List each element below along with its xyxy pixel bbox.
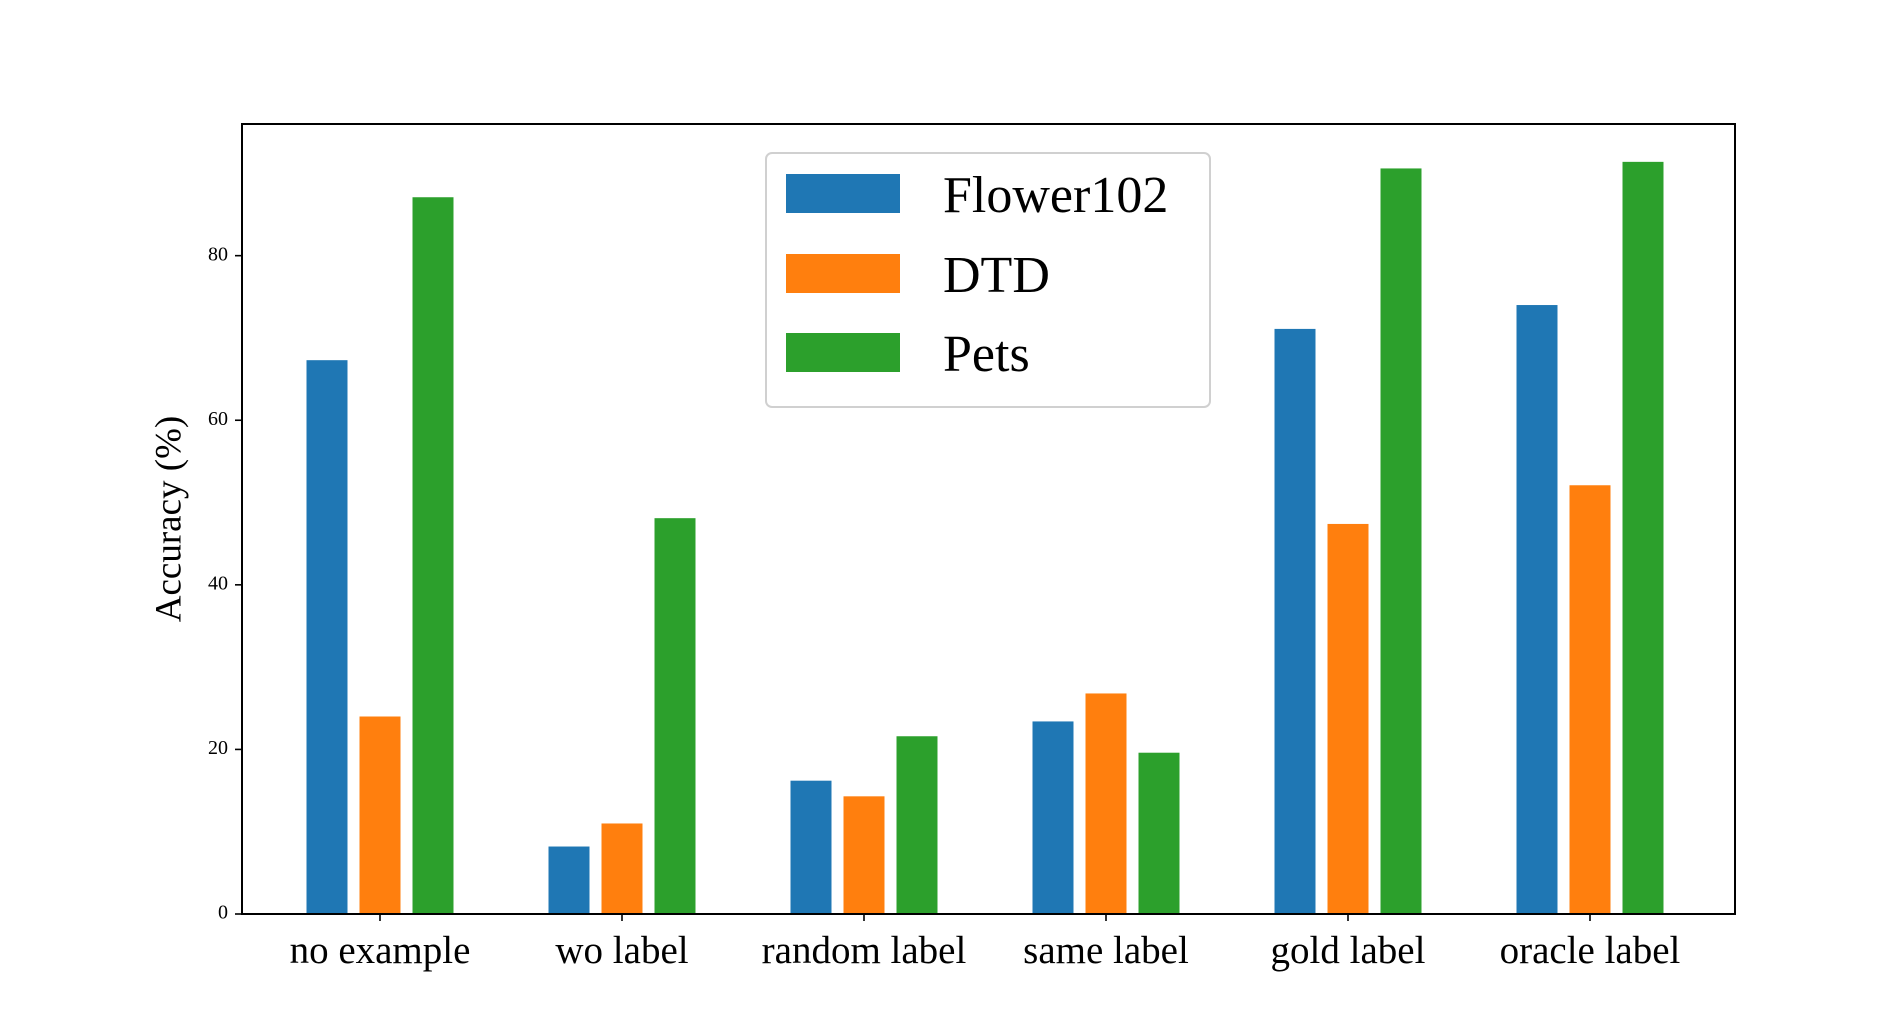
bar-dtd-random-label	[843, 796, 885, 914]
bar-flower102-no-example	[306, 360, 348, 914]
bar-flower102-wo-label	[548, 846, 590, 914]
bar-dtd-no-example	[359, 716, 401, 914]
legend: Flower102 DTD Pets	[765, 152, 1211, 408]
legend-swatch-dtd	[786, 254, 900, 293]
y-tick-label: 80	[208, 243, 228, 265]
bar-flower102-random-label	[790, 780, 832, 914]
bar-pets-wo-label	[654, 518, 696, 914]
bar-flower102-same-label	[1032, 721, 1074, 914]
legend-swatch-flower102	[786, 174, 900, 213]
bar-dtd-same-label	[1085, 693, 1127, 914]
bar-flower102-gold-label	[1274, 328, 1316, 914]
bar-pets-same-label	[1138, 752, 1180, 914]
plot-frame	[241, 123, 1736, 915]
bar-dtd-gold-label	[1327, 523, 1369, 914]
bar-dtd-wo-label	[601, 823, 643, 914]
bar-pets-random-label	[896, 736, 938, 914]
bar-flower102-oracle-label	[1516, 305, 1558, 915]
legend-label-pets: Pets	[943, 326, 1030, 383]
y-tick-label: 20	[208, 737, 228, 759]
bars-layer	[306, 161, 1664, 915]
y-axis: 0 20 40 60 80	[208, 243, 242, 924]
x-axis: no example wo label random label same label…	[290, 914, 1681, 972]
legend-swatch-pets	[786, 333, 900, 372]
bar-pets-oracle-label	[1622, 161, 1664, 914]
x-tick-label-random-label: random label	[762, 929, 967, 972]
bar-pets-gold-label	[1380, 168, 1422, 914]
x-tick-label-gold-label: gold label	[1271, 929, 1426, 972]
bar-dtd-oracle-label	[1569, 485, 1611, 914]
y-axis-label: Accuracy (%)	[148, 416, 189, 622]
x-tick-label-same-label: same label	[1023, 929, 1189, 972]
x-tick-label-wo-label: wo label	[555, 929, 688, 972]
y-tick-label: 40	[208, 572, 228, 594]
y-tick-label: 60	[208, 408, 228, 430]
legend-label-flower102: Flower102	[943, 167, 1168, 224]
legend-label-dtd: DTD	[943, 247, 1050, 304]
x-tick-label-oracle-label: oracle label	[1500, 929, 1681, 972]
bar-pets-no-example	[412, 197, 454, 915]
x-tick-label-no-example: no example	[290, 929, 471, 972]
y-tick-label: 0	[218, 902, 228, 924]
